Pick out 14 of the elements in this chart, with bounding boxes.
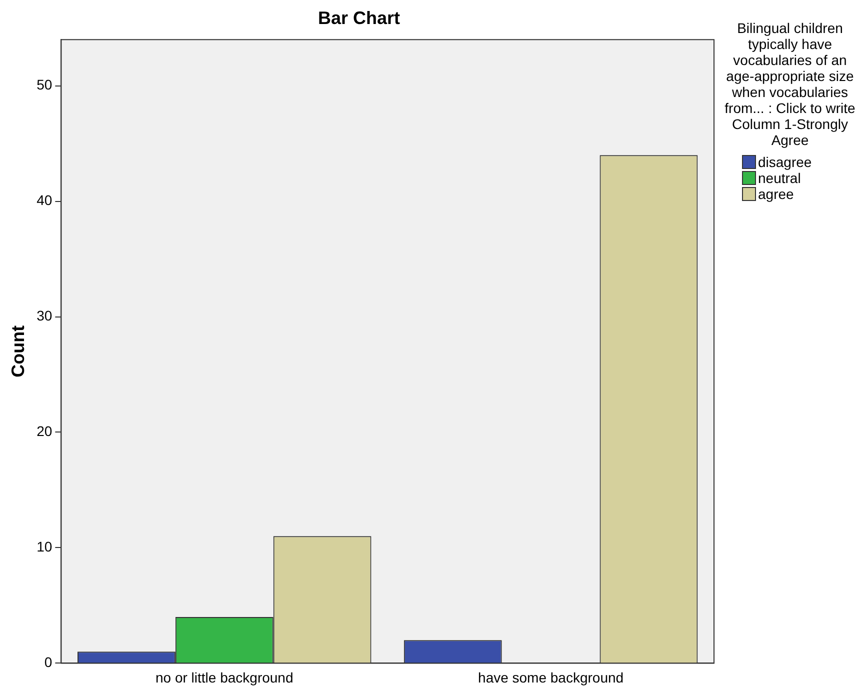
y-tick-label: 0 <box>44 654 52 670</box>
y-tick-label: 30 <box>36 308 52 324</box>
y-tick-label: 40 <box>36 192 52 208</box>
x-tick-label: have some background <box>478 669 624 686</box>
y-tick-label: 50 <box>36 76 52 93</box>
y-tick-label: 20 <box>36 423 52 440</box>
legend-title: Bilingual children typically have vocabularies of an age-appropriate size when vocabularies from... : Click to write Column 1-Strongly Agree <box>724 20 856 148</box>
legend-label: disagree <box>758 154 812 170</box>
chart-title: Bar Chart <box>318 8 400 28</box>
y-tick-label: 10 <box>36 538 52 555</box>
x-tick-label: no or little background <box>155 669 294 686</box>
legend-label: agree <box>758 186 794 202</box>
y-axis-title: Count <box>8 325 28 378</box>
legend-label: neutral <box>758 170 801 186</box>
